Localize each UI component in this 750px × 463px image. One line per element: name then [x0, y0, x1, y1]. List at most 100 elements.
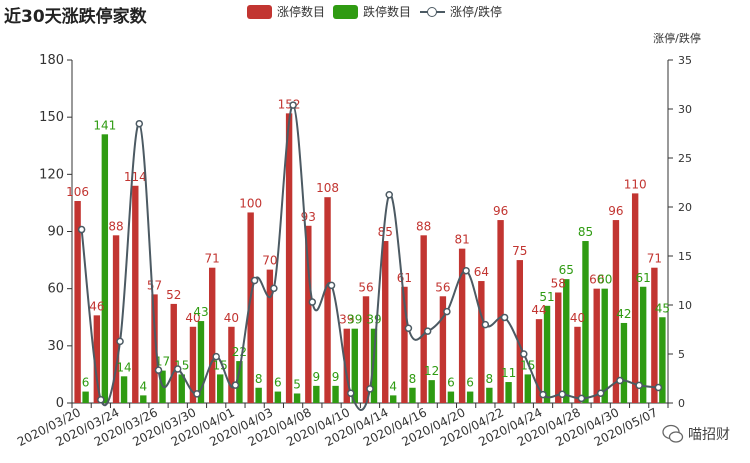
data-label-limit-up: 60: [589, 273, 604, 287]
data-label-limit-up: 46: [89, 299, 104, 313]
bar-limit-up: [151, 294, 158, 403]
ratio-point: [654, 383, 663, 392]
y-left-tick-label: 180: [39, 53, 64, 68]
data-label-limit-up: 56: [358, 280, 373, 294]
legend-label-limit-down: 跌停数目: [363, 5, 412, 19]
y-right-tick-label: 10: [678, 299, 692, 312]
ratio-point: [193, 390, 201, 398]
bar-limit-up: [497, 220, 504, 403]
bar-limit-down: [505, 382, 512, 403]
data-label-limit-up: 114: [124, 170, 147, 184]
bar-limit-up: [74, 201, 81, 403]
bar-limit-down: [466, 391, 474, 403]
data-label-limit-up: 75: [512, 244, 527, 258]
data-label-limit-up: 70: [262, 254, 277, 268]
bar-limit-down: [332, 385, 339, 403]
ratio-point: [500, 313, 509, 322]
data-label-limit-up: 61: [397, 271, 412, 285]
data-label-limit-up: 71: [205, 252, 220, 266]
ratio-point: [116, 337, 124, 346]
data-label-limit-down: 5: [293, 377, 301, 391]
bar-limit-down: [370, 328, 378, 403]
ratio-point: [327, 281, 336, 290]
chat-bubble-icon: [662, 424, 684, 443]
y-right-tick-label: 30: [678, 103, 692, 116]
y-right-tick-label: 25: [678, 152, 692, 165]
bar-limit-up: [651, 267, 658, 403]
ratio-point: [212, 352, 220, 361]
y-right-tick-label: 15: [678, 250, 692, 263]
data-label-limit-up: 64: [474, 265, 489, 279]
bar-limit-down: [582, 241, 589, 403]
ratio-point: [231, 381, 240, 389]
bar-limit-up: [170, 303, 177, 403]
legend-swatch-green: [333, 4, 358, 19]
watermark: 喵招财: [662, 423, 730, 445]
bar-limit-down: [101, 134, 109, 404]
ratio-point: [385, 191, 393, 199]
ratio-point: [481, 320, 490, 329]
bar-limit-down: [659, 317, 666, 403]
data-label-limit-down: 51: [539, 290, 554, 304]
bar-limit-down: [409, 387, 416, 403]
data-label-limit-down: 6: [466, 376, 474, 390]
data-label-limit-down: 141: [93, 118, 116, 132]
ratio-point: [520, 350, 528, 358]
bar-limit-down: [140, 395, 147, 403]
data-label-limit-up: 81: [454, 233, 469, 247]
data-label-limit-down: 4: [139, 379, 147, 393]
ratio-point: [154, 366, 163, 374]
data-label-limit-down: 65: [559, 263, 574, 277]
ratio-point: [635, 381, 643, 390]
bar-limit-down: [293, 393, 301, 403]
bar-limit-down: [82, 391, 89, 403]
bar-limit-up: [324, 197, 331, 403]
ratio-point: [558, 390, 567, 399]
data-label-limit-up: 39: [339, 313, 354, 327]
data-label-limit-down: 8: [486, 372, 494, 386]
bar-limit-up: [439, 296, 447, 403]
ratio-point: [577, 394, 586, 403]
data-label-limit-up: 57: [147, 278, 162, 292]
ratio-point: [135, 119, 144, 128]
ratio-point: [77, 225, 86, 234]
bar-limit-up: [631, 193, 639, 403]
ratio-point: [462, 266, 470, 275]
legend-item-ratio[interactable]: 涨停/跌停: [420, 3, 502, 20]
data-label-limit-up: 88: [416, 219, 431, 233]
bar-limit-up: [382, 241, 389, 403]
data-label-limit-down: 6: [447, 376, 455, 390]
bar-limit-up: [247, 212, 254, 403]
data-label-limit-up: 44: [531, 303, 546, 317]
data-label-limit-up: 88: [108, 219, 123, 233]
ratio-point: [539, 390, 547, 399]
bar-limit-up: [266, 269, 274, 403]
data-label-limit-down: 43: [193, 305, 208, 319]
bar-limit-down: [524, 374, 532, 403]
ratio-point: [443, 307, 451, 316]
bar-limit-down: [601, 288, 608, 403]
legend-swatch-red: [247, 4, 272, 19]
data-label-limit-up: 93: [301, 210, 316, 224]
y-left-tick-label: 150: [39, 110, 64, 125]
ratio-point: [250, 276, 259, 285]
bar-limit-up: [228, 326, 235, 403]
bar-limit-up: [458, 248, 466, 403]
data-label-limit-up: 152: [278, 97, 301, 111]
data-label-limit-down: 60: [597, 273, 612, 287]
bar-limit-up: [189, 326, 197, 403]
bar-limit-down: [620, 322, 628, 403]
bar-limit-up: [93, 315, 101, 403]
data-label-limit-down: 8: [255, 372, 263, 386]
legend-item-limit-up[interactable]: 涨停数目: [247, 3, 325, 20]
bar-limit-up: [593, 288, 600, 403]
legend-line-ratio-icon: [420, 5, 445, 19]
data-label-limit-up: 40: [570, 311, 585, 325]
bar-limit-up: [555, 292, 562, 403]
bar-limit-up: [516, 260, 524, 403]
bar-limit-down: [428, 380, 435, 403]
data-label-limit-down: 22: [232, 345, 247, 359]
data-label-limit-down: 6: [274, 376, 282, 390]
legend-item-limit-down[interactable]: 跌停数目: [333, 3, 411, 20]
data-label-limit-up: 71: [647, 252, 662, 266]
